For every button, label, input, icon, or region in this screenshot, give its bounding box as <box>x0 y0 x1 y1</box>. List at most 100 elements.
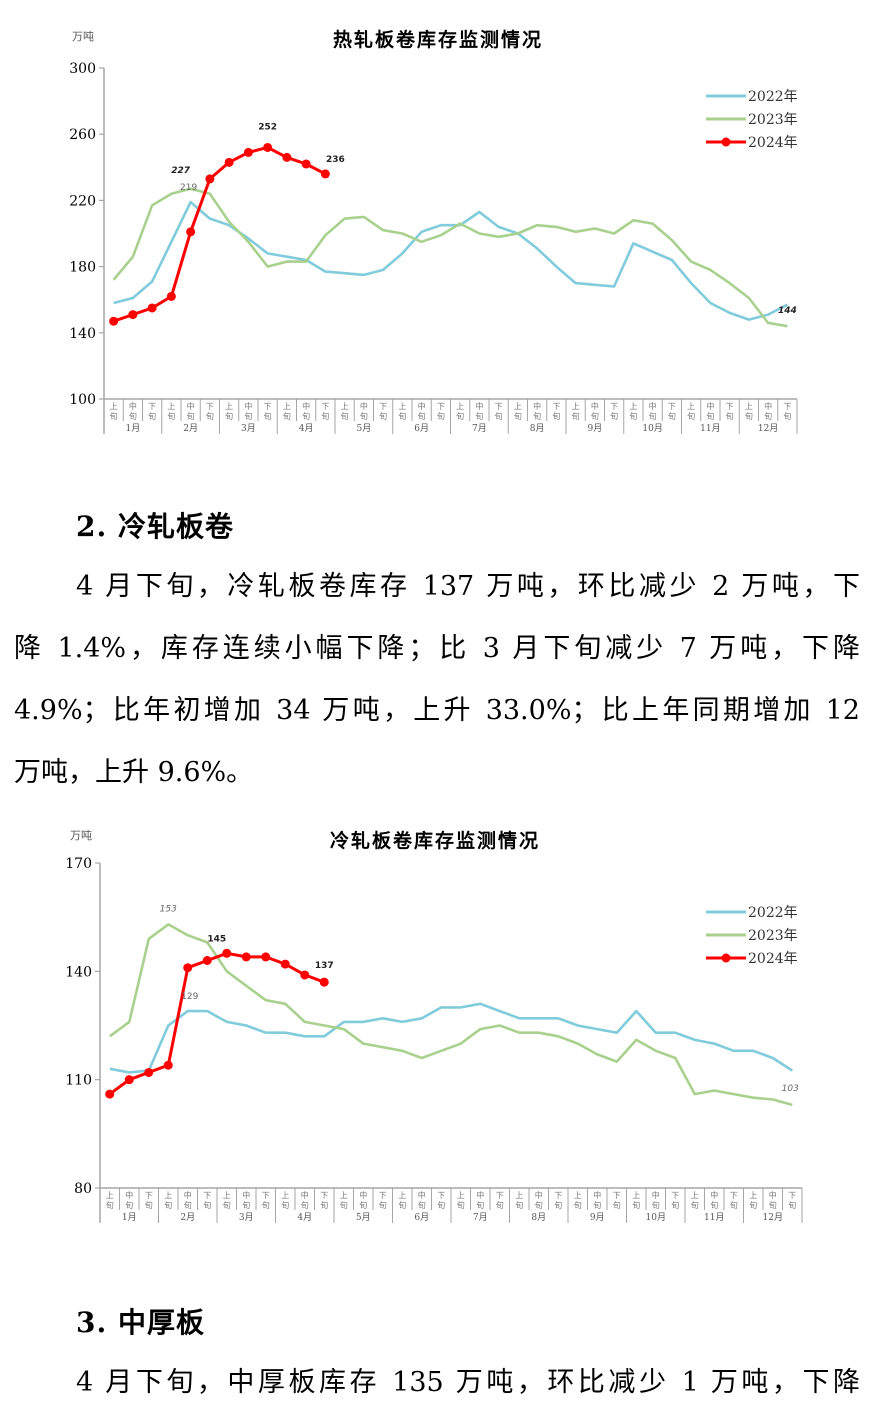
paragraph-line: 4 月下旬，冷轧板卷库存 137 万吨，环比减少 2 万吨，下 <box>76 571 860 602</box>
x-tick-label: 下 <box>788 1191 796 1200</box>
paragraph-line: 万吨，上升 9.6%。 <box>14 757 254 788</box>
x-tick-label: 下 <box>262 1191 270 1200</box>
data-point <box>241 952 251 962</box>
x-tick-label: 中 <box>418 1190 426 1200</box>
x-tick-label: 旬 <box>360 411 368 421</box>
data-point <box>301 159 311 169</box>
x-tick-label: 旬 <box>476 1200 484 1210</box>
x-tick-label: 旬 <box>706 411 714 421</box>
data-point <box>261 952 271 962</box>
x-tick-label: 上 <box>281 1191 289 1200</box>
x-tick-label: 中 <box>764 401 772 411</box>
x-tick-label: 下 <box>145 1191 153 1200</box>
x-tick-label: 中 <box>591 401 599 411</box>
legend-label: 2023年 <box>748 928 798 944</box>
x-tick-label: 下 <box>203 1191 211 1200</box>
x-tick-label: 中 <box>301 1190 309 1200</box>
cold-rolled-inventory-chart: 冷轧板卷库存监测情况万吨80110140170上旬中旬下旬上旬中旬下旬上旬中旬下… <box>65 829 803 1223</box>
x-tick-label: 下 <box>613 1191 621 1200</box>
x-tick-label: 上 <box>691 1191 699 1200</box>
chart-title: 冷轧板卷库存监测情况 <box>330 829 540 852</box>
x-tick-label: 旬 <box>710 1200 718 1210</box>
x-tick-label: 旬 <box>632 1200 640 1210</box>
x-tick-label: 中 <box>359 1190 367 1200</box>
legend-label: 2022年 <box>748 89 798 105</box>
x-tick-label: 下 <box>730 1191 738 1200</box>
x-tick-label: 旬 <box>610 411 618 421</box>
month-label: 10月 <box>642 423 662 434</box>
x-tick-label: 中 <box>535 1190 543 1200</box>
x-tick-label: 旬 <box>341 411 349 421</box>
data-label: 103 <box>782 1084 799 1094</box>
series-line-2024年 <box>113 145 327 323</box>
x-tick-label: 中 <box>593 1190 601 1200</box>
data-point <box>243 147 253 157</box>
x-tick-label: 旬 <box>475 411 483 421</box>
y-tick-label: 260 <box>69 127 96 143</box>
legend-marker <box>721 953 731 963</box>
x-tick-label: 旬 <box>418 411 426 421</box>
x-tick-label: 中 <box>360 401 368 411</box>
x-tick-label: 下 <box>264 402 272 411</box>
legend-label: 2023年 <box>748 112 798 128</box>
x-tick-label: 旬 <box>629 411 637 421</box>
x-tick-label: 旬 <box>533 411 541 421</box>
x-tick-label: 上 <box>398 402 406 411</box>
x-tick-label: 上 <box>629 402 637 411</box>
y-tick-label: 170 <box>65 856 92 872</box>
x-tick-label: 旬 <box>125 1200 133 1210</box>
x-tick-label: 旬 <box>456 411 464 421</box>
x-tick-label: 旬 <box>359 1200 367 1210</box>
x-tick-label: 旬 <box>691 1200 699 1210</box>
x-tick-label: 下 <box>610 402 618 411</box>
legend-label: 2024年 <box>748 951 798 967</box>
data-label: 219 <box>180 183 197 193</box>
y-tick-label: 110 <box>65 1073 92 1089</box>
x-tick-label: 旬 <box>554 1200 562 1210</box>
data-point <box>300 970 310 980</box>
x-tick-label: 旬 <box>649 411 657 421</box>
month-label: 6月 <box>414 1212 429 1223</box>
x-tick-label: 旬 <box>262 1200 270 1210</box>
x-tick-label: 中 <box>475 401 483 411</box>
x-tick-label: 上 <box>687 402 695 411</box>
data-point <box>202 956 212 965</box>
data-point <box>320 169 330 179</box>
y-tick-label: 180 <box>69 260 96 276</box>
section-2-paragraph: 4 月下旬，冷轧板卷库存 137 万吨，环比减少 2 万吨，下 降 1.4%，库… <box>14 556 860 804</box>
y-tick-label: 80 <box>74 1181 92 1197</box>
month-label: 11月 <box>700 423 720 434</box>
x-tick-label: 旬 <box>671 1200 679 1210</box>
x-tick-label: 中 <box>242 1190 250 1200</box>
data-point <box>186 227 196 237</box>
x-tick-label: 中 <box>125 1190 133 1200</box>
month-label: 4月 <box>297 1212 312 1223</box>
data-point <box>183 963 193 973</box>
x-tick-label: 下 <box>437 402 445 411</box>
x-tick-label: 上 <box>164 1191 172 1200</box>
y-tick-label: 220 <box>69 193 96 209</box>
x-tick-label: 下 <box>321 402 329 411</box>
x-tick-label: 下 <box>783 402 791 411</box>
x-tick-label: 上 <box>167 402 175 411</box>
x-tick-label: 旬 <box>398 411 406 421</box>
x-tick-label: 旬 <box>164 1200 172 1210</box>
month-label: 1月 <box>122 1212 137 1223</box>
data-point <box>263 142 273 152</box>
x-tick-label: 旬 <box>496 1200 504 1210</box>
month-label: 9月 <box>590 1212 605 1223</box>
x-tick-label: 下 <box>148 402 156 411</box>
x-tick-label: 旬 <box>749 1200 757 1210</box>
month-label: 7月 <box>473 1212 488 1223</box>
x-tick-label: 下 <box>379 1191 387 1200</box>
x-tick-label: 下 <box>437 1191 445 1200</box>
chart-title: 热轧板卷库存监测情况 <box>333 28 543 51</box>
paragraph-line: 4.9%；比年初增加 34 万吨，上升 33.0%；比上年同期增加 12 <box>14 695 860 726</box>
x-tick-label: 上 <box>340 1191 348 1200</box>
x-tick-label: 中 <box>706 401 714 411</box>
x-tick-label: 旬 <box>379 411 387 421</box>
x-tick-label: 上 <box>745 402 753 411</box>
month-label: 8月 <box>530 423 545 434</box>
x-tick-label: 旬 <box>495 411 503 421</box>
x-tick-label: 旬 <box>457 1200 465 1210</box>
